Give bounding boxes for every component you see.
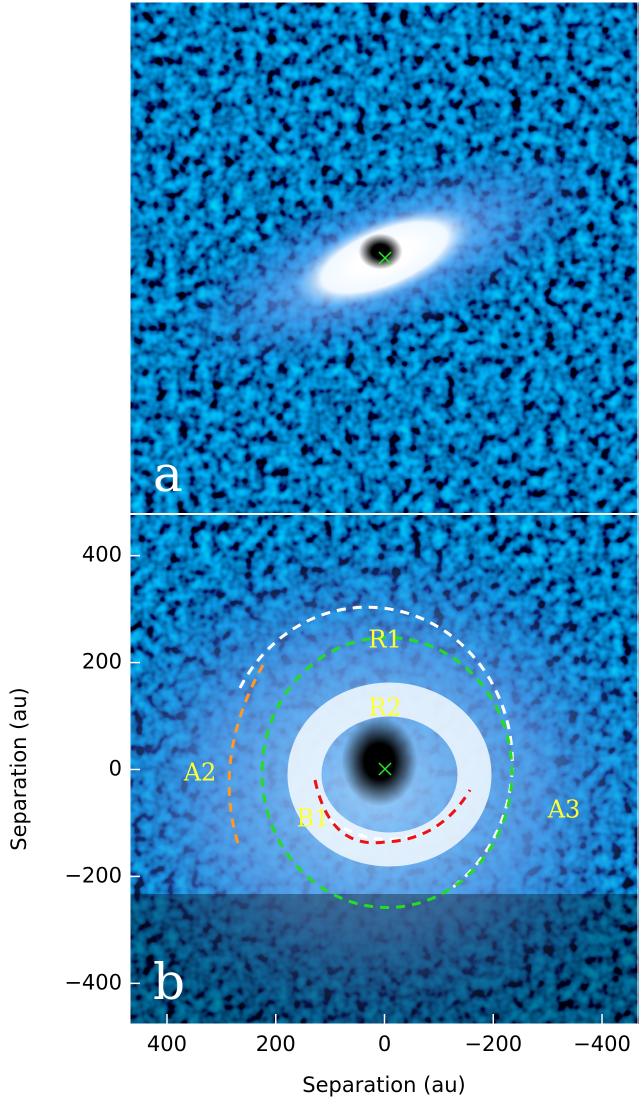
y-tick-label: 0: [109, 757, 122, 781]
arc-red: [313, 779, 472, 845]
annotation: B1: [297, 805, 330, 833]
y-tick-label: 200: [82, 650, 122, 674]
x-axis-label: Separation (au): [302, 1073, 465, 1097]
x-tick-label: 200: [256, 1032, 296, 1056]
ring-white: [238, 605, 514, 890]
y-tick-label: −200: [64, 863, 122, 887]
star-a: [378, 251, 392, 265]
annotation: A3: [547, 796, 581, 824]
annotation: R1: [368, 626, 401, 654]
x-tick-label: −400: [573, 1032, 631, 1056]
x-tick-label: 0: [378, 1032, 391, 1056]
overlay-b: [227, 605, 514, 909]
y-axis-label: Separation (au): [7, 687, 31, 850]
y-tick-label: 400: [82, 543, 122, 567]
panel-label: a: [153, 445, 183, 503]
star-b: [378, 762, 392, 776]
center-dark: [358, 233, 403, 270]
panel-label: b: [153, 953, 185, 1011]
disk-ring: [287, 682, 492, 867]
center-dark: [341, 716, 418, 807]
y-tick-label: −400: [64, 970, 122, 994]
annotation: A2: [183, 759, 217, 787]
ring-green: [260, 636, 514, 909]
x-tick-label: 400: [147, 1032, 187, 1056]
lower-shadow: [130, 894, 639, 1024]
x-tick-label: −200: [464, 1032, 522, 1056]
annotation: R2: [368, 694, 401, 722]
arc-orange: [227, 664, 265, 851]
star-marks: [378, 251, 392, 776]
